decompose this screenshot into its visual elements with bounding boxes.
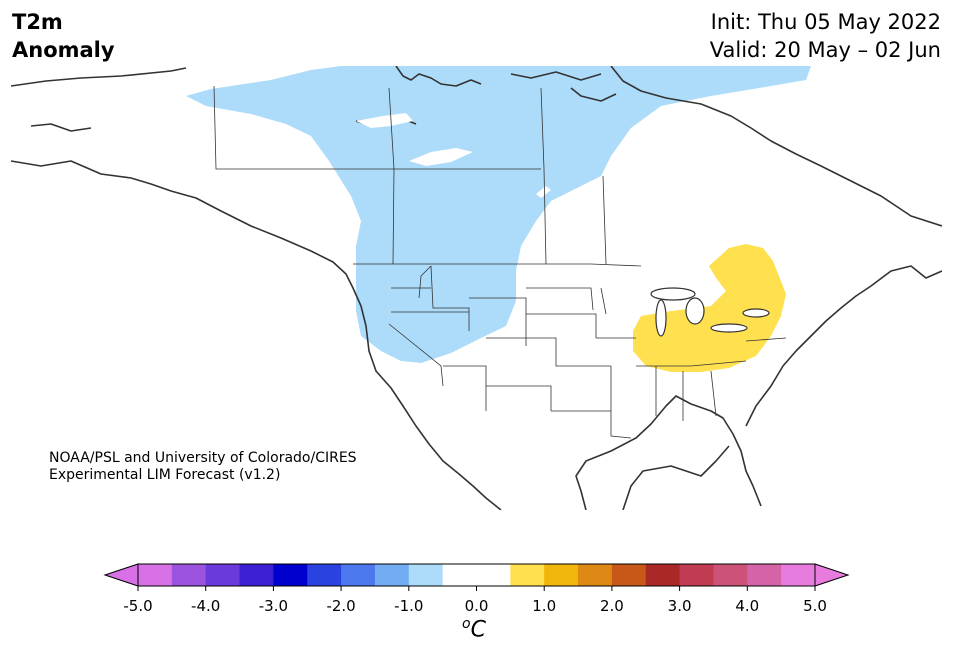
- colorbar-cell: [273, 564, 308, 586]
- lake-huron: [685, 297, 705, 325]
- colorbar-cell: [374, 564, 410, 586]
- colorbar-extend-right: [814, 563, 850, 587]
- colorbar-tick-label: 4.0: [735, 597, 759, 615]
- warm-anomaly-region: [633, 244, 786, 372]
- credit-line-1: NOAA/PSL and University of Colorado/CIRE…: [49, 450, 357, 466]
- init-date: Init: Thu 05 May 2022: [710, 10, 941, 34]
- lake-michigan: [655, 299, 667, 337]
- colorbar-unit-label: oC: [462, 616, 486, 642]
- colorbar-tick-label: -1.0: [394, 597, 423, 615]
- colorbar-cell: [138, 564, 173, 586]
- colorbar-tick-label: 0.0: [465, 597, 489, 615]
- colorbar-tick-label: 2.0: [600, 597, 624, 615]
- colorbar-tick-label: -3.0: [259, 597, 288, 615]
- colorbar-cell: [510, 564, 545, 586]
- cold-anomaly-region: [186, 66, 811, 363]
- colorbar-ticks: -5.0 -4.0 -3.0 -2.0 -1.0 0.0 1.0 2.0 3.0 4.0 5.0: [123, 586, 827, 615]
- variable-title: T2m: [12, 10, 63, 34]
- colorbar-extend-left: [103, 563, 139, 587]
- colorbar-cell: [544, 564, 579, 586]
- anomaly-map: [11, 66, 942, 510]
- colorbar-cell: [442, 564, 477, 586]
- lake-erie: [710, 323, 748, 333]
- colorbar-cell: [408, 564, 444, 586]
- colorbar-cell: [611, 564, 647, 586]
- valid-date-range: Valid: 20 May – 02 Jun: [709, 38, 941, 62]
- credit-text: NOAA/PSL and University of Colorado/CIRE…: [49, 450, 357, 484]
- colorbar-cell: [341, 564, 376, 586]
- colorbar-tick-label: 1.0: [532, 597, 556, 615]
- colorbar-cell: [713, 564, 748, 586]
- political-borders: [213, 85, 787, 439]
- colorbar-cell: [476, 564, 511, 586]
- canadian-lakes: [356, 113, 551, 198]
- colorbar: -5.0 -4.0 -3.0 -2.0 -1.0 0.0 1.0 2.0 3.0 4.0 5.0: [103, 563, 850, 615]
- lake-superior: [650, 287, 696, 301]
- colorbar-cell: [171, 564, 207, 586]
- date-block: Init: Thu 05 May 2022 Valid: 20 May – 02…: [710, 8, 941, 64]
- lake-ontario: [742, 308, 770, 318]
- colorbar-cell: [578, 564, 613, 586]
- anomaly-subtitle: Anomaly: [12, 38, 115, 62]
- colorbar-tick-label: 3.0: [668, 597, 692, 615]
- unit-symbol: C: [470, 617, 486, 643]
- colorbar-cell: [307, 564, 342, 586]
- colorbar-tick-label: -4.0: [191, 597, 220, 615]
- great-lakes: [650, 287, 770, 337]
- credit-line-2: Experimental LIM Forecast (v1.2): [49, 467, 281, 483]
- colorbar-cell: [679, 564, 714, 586]
- colorbar-cell: [747, 564, 782, 586]
- colorbar-cell: [239, 564, 274, 586]
- colorbar-tick-label: -5.0: [123, 597, 152, 615]
- colorbar-tick-label: -2.0: [326, 597, 355, 615]
- degree-symbol: o: [462, 616, 471, 632]
- title-block: T2m Anomaly: [12, 8, 115, 64]
- colorbar-cell: [645, 564, 681, 586]
- colorbar-cells: [138, 564, 816, 586]
- colorbar-tick-label: 5.0: [803, 597, 827, 615]
- colorbar-cell: [205, 564, 241, 586]
- colorbar-cell: [781, 564, 816, 586]
